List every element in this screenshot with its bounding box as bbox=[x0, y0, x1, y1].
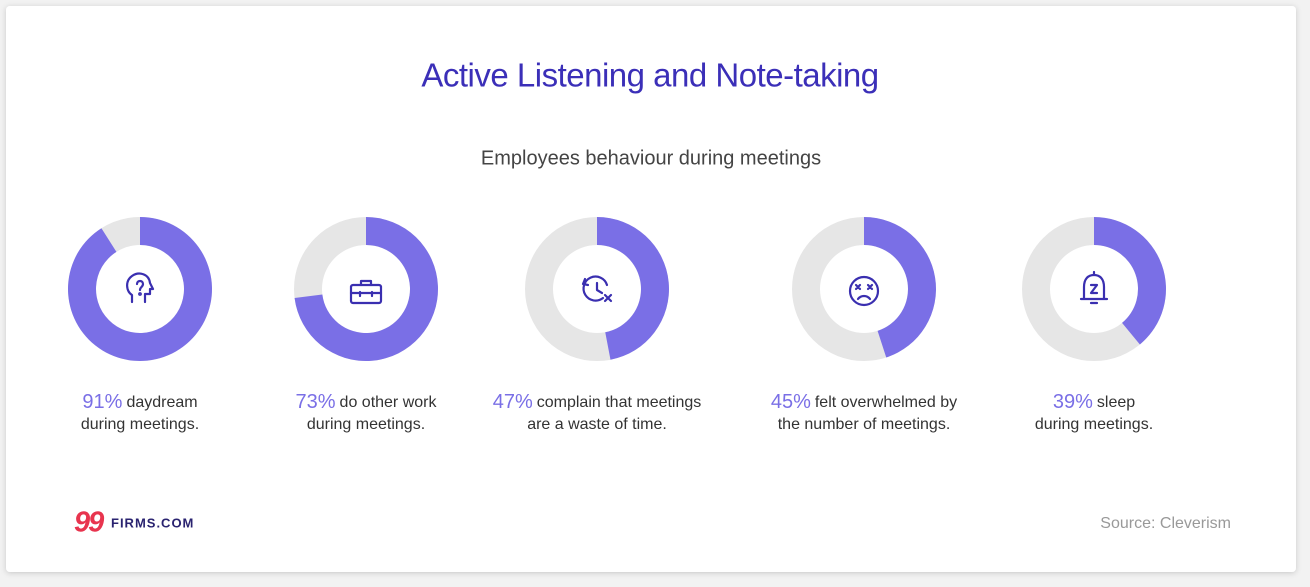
caption-line: 39% sleep bbox=[1053, 391, 1135, 413]
icon-briefcase bbox=[349, 279, 383, 305]
percent-label: 47% bbox=[493, 391, 533, 413]
logo-mark: 99 bbox=[74, 507, 104, 539]
icon-head bbox=[126, 272, 155, 304]
caption-text: daydream bbox=[126, 394, 197, 411]
icon-clock-x bbox=[581, 275, 613, 303]
icon-bell bbox=[1079, 270, 1109, 305]
title: Active Listening and Note-taking bbox=[421, 57, 878, 94]
donut-segment bbox=[294, 217, 439, 361]
caption-text: felt overwhelmed by bbox=[815, 394, 957, 411]
subtitle: Employees behaviour during meetings bbox=[481, 147, 821, 169]
donut-segment bbox=[864, 217, 936, 358]
logo: 99 FIRMS.COM bbox=[74, 507, 194, 539]
caption-line: 73% do other work bbox=[296, 391, 438, 413]
donut-segment bbox=[1094, 217, 1167, 345]
icon-sad-face bbox=[848, 275, 880, 307]
percent-label: 39% bbox=[1053, 391, 1093, 413]
caption-text: sleep bbox=[1097, 394, 1135, 411]
donut bbox=[525, 217, 670, 361]
donut bbox=[792, 217, 936, 361]
donut bbox=[1022, 217, 1167, 361]
donut bbox=[67, 217, 212, 361]
caption-line: during meetings. bbox=[81, 416, 199, 433]
caption-line: during meetings. bbox=[1035, 416, 1153, 433]
caption-line: 45% felt overwhelmed by bbox=[771, 391, 957, 413]
caption-text: do other work bbox=[340, 394, 438, 411]
caption-line: 91% daydream bbox=[82, 391, 197, 413]
percent-label: 73% bbox=[296, 391, 336, 413]
caption-line: during meetings. bbox=[307, 416, 425, 433]
percent-label: 91% bbox=[82, 391, 122, 413]
caption-line: the number of meetings. bbox=[778, 416, 951, 433]
donut-segment bbox=[597, 217, 670, 360]
logo-text: FIRMS.COM bbox=[111, 515, 194, 530]
source: Source: Cleverism bbox=[1100, 515, 1231, 532]
caption-line: are a waste of time. bbox=[527, 416, 667, 433]
donut-segment bbox=[67, 217, 212, 361]
donut bbox=[294, 217, 439, 361]
percent-label: 45% bbox=[771, 391, 811, 413]
caption-text: complain that meetings bbox=[537, 394, 702, 411]
caption-line: 47% complain that meetings bbox=[493, 391, 702, 413]
